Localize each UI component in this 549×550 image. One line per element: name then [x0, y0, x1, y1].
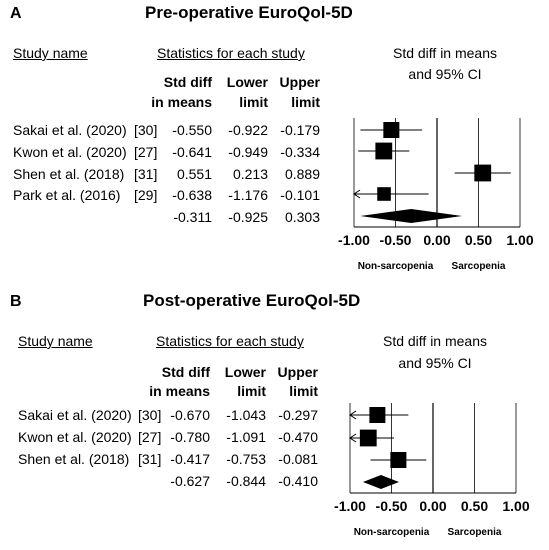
x-tick-label: 0.00 [419, 498, 446, 514]
col-header-upper-1: Upper [277, 364, 318, 380]
smd-value: -0.780 [170, 429, 210, 445]
upper-value: -0.297 [278, 407, 318, 423]
header-ci-line2: and 95% CI [408, 66, 482, 82]
panel-a: A Pre-operative EuroQol-5D Study name St… [10, 3, 534, 272]
favours-left-label: Non-sarcopenia [358, 261, 434, 272]
smd-value: -0.641 [172, 144, 212, 160]
x-tick-label: 1.00 [506, 232, 533, 248]
col-header-smd-1: Std diff [163, 74, 212, 90]
ci-clip-arrow [349, 410, 357, 420]
smd-value: -0.550 [172, 122, 212, 138]
study-effect-box [377, 187, 391, 201]
study-name: Park et al. (2016) [13, 187, 121, 203]
study-name: Sakai et al. (2020) [18, 407, 132, 423]
study-name: Kwon et al. (2020) [18, 429, 132, 445]
ci-clip-arrow [353, 189, 361, 199]
header-ci-line1: Std diff in means [382, 333, 488, 349]
x-tick-label: -1.00 [338, 232, 370, 248]
x-tick-label: -0.50 [376, 498, 408, 514]
smd-value: -0.670 [170, 407, 210, 423]
panel-b: B Post-operative EuroQol-5D Study name S… [0, 275, 549, 550]
summary-upper: 0.303 [284, 209, 320, 225]
x-tick-label: -1.00 [334, 498, 366, 514]
upper-value: -0.470 [278, 429, 318, 445]
col-header-upper-1: Upper [279, 74, 320, 90]
study-ref: [29] [134, 187, 158, 203]
study-name: Sakai et al. (2020) [13, 122, 127, 138]
x-tick-label: 1.00 [502, 498, 529, 514]
col-header-upper-2: limit [289, 383, 318, 399]
study-ref: [30] [138, 407, 162, 423]
col-header-lower-2: limit [237, 383, 266, 399]
col-header-lower-1: Lower [226, 74, 268, 90]
header-study-name: Study name [18, 333, 93, 349]
upper-value: 0.889 [284, 166, 320, 182]
summary-lower: -0.925 [228, 209, 268, 225]
favours-left-label: Non-sarcopenia [354, 527, 430, 538]
upper-value: -0.081 [278, 451, 318, 467]
header-ci-line1: Std diff in means [392, 45, 498, 61]
header-study-name: Study name [13, 45, 88, 61]
study-ref: [27] [134, 144, 158, 160]
col-header-upper-2: limit [291, 94, 320, 110]
summary-diamond [360, 209, 463, 223]
panel-title: Post-operative EuroQol-5D [143, 291, 361, 310]
lower-value: -1.091 [226, 429, 266, 445]
panel-letter: A [10, 5, 22, 22]
upper-value: -0.334 [280, 144, 320, 160]
study-name: Shen et al. (2018) [18, 451, 130, 467]
summary-lower: -0.844 [226, 473, 266, 489]
summary-smd: -0.627 [170, 473, 210, 489]
lower-value: -0.753 [226, 451, 266, 467]
study-effect-box [359, 429, 377, 447]
study-effect-box [390, 452, 407, 468]
x-tick-label: 0.00 [423, 232, 450, 248]
study-effect-box [375, 142, 393, 160]
smd-value: -0.638 [172, 187, 212, 203]
lower-value: -1.043 [226, 407, 266, 423]
lower-value: 0.213 [232, 166, 268, 182]
forest-plot: -1.00 -0.50 0.00 0.50 1.00 Non-sarcopenia Sarc… [338, 118, 534, 272]
header-statistics: Statistics for each study [157, 45, 305, 61]
summary-smd: -0.311 [173, 209, 212, 225]
forest-plot: -1.00 -0.50 0.00 0.50 1.00 Non-sarcopenia Sarc… [334, 403, 530, 538]
col-header-smd-1: Std diff [161, 364, 210, 380]
header-statistics: Statistics for each study [156, 333, 304, 349]
header-ci-line2: and 95% CI [398, 355, 472, 371]
col-header-smd-2: in means [151, 94, 212, 110]
study-effect-box [474, 164, 492, 182]
panel-letter: B [10, 293, 22, 310]
study-ref: [31] [134, 166, 158, 182]
panel-title: Pre-operative EuroQol-5D [145, 3, 353, 22]
upper-value: -0.101 [280, 187, 320, 203]
study-ref: [31] [138, 451, 162, 467]
col-header-smd-2: in means [149, 383, 210, 399]
col-header-lower-2: limit [239, 94, 268, 110]
lower-value: -0.922 [228, 122, 268, 138]
smd-value: 0.551 [176, 166, 212, 182]
favours-right-label: Sarcopenia [452, 261, 506, 272]
study-effect-box [383, 122, 400, 138]
upper-value: -0.179 [280, 122, 320, 138]
favours-right-label: Sarcopenia [448, 527, 502, 538]
col-header-lower-1: Lower [224, 364, 266, 380]
x-tick-label: -0.50 [380, 232, 412, 248]
summary-diamond [362, 475, 399, 489]
lower-value: -1.176 [228, 187, 268, 203]
x-tick-label: 0.50 [461, 498, 488, 514]
summary-upper: -0.410 [278, 473, 318, 489]
lower-value: -0.949 [228, 144, 268, 160]
study-effect-box [369, 407, 386, 423]
study-ref: [27] [138, 429, 162, 445]
smd-value: -0.417 [170, 451, 210, 467]
study-ref: [30] [134, 122, 158, 138]
study-name: Kwon et al. (2020) [13, 144, 127, 160]
x-tick-label: 0.50 [465, 232, 492, 248]
ci-clip-arrow [349, 433, 357, 443]
study-name: Shen et al. (2018) [13, 166, 125, 182]
